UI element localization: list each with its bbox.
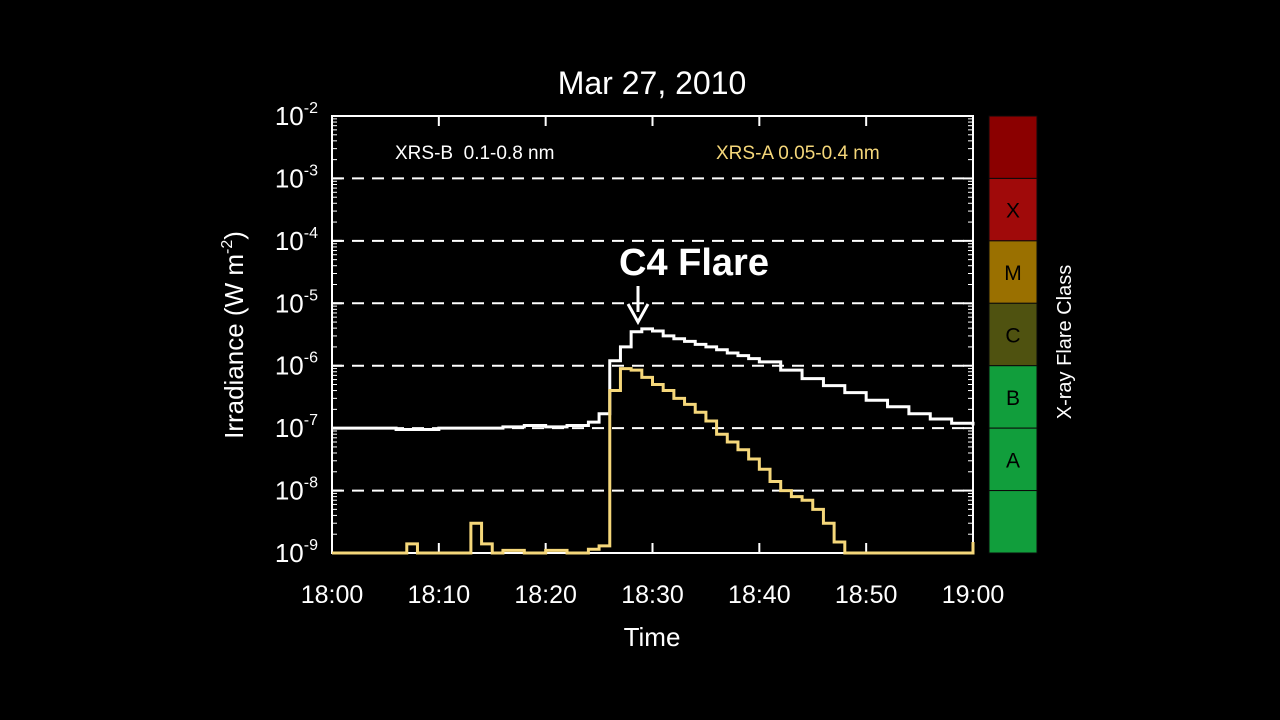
x-tick-label: 18:50 xyxy=(835,581,898,609)
x-tick-label: 18:00 xyxy=(301,581,364,609)
y-tick-label: 10-9 xyxy=(275,537,318,568)
flare-class-band-label: A xyxy=(1006,449,1020,472)
flare-class-label: X-ray Flare Class xyxy=(1054,265,1076,419)
flare-class-band-label: X xyxy=(1006,200,1020,223)
y-tick-label: 10-6 xyxy=(275,350,318,381)
flare-annotation: C4 Flare xyxy=(619,242,769,284)
x-axis: 18:00 18:10 18:20 18:30 18:40 18:50 19:00 xyxy=(301,116,1005,609)
y-tick-label: 10-3 xyxy=(275,162,318,193)
flare-class-band-label: C xyxy=(1005,325,1020,348)
series-line-xrs-b xyxy=(332,327,975,432)
flare-class-band xyxy=(988,302,1038,367)
y-axis-label: Irradiance (W m-2) xyxy=(219,231,249,439)
plot-frame xyxy=(331,115,974,554)
y-tick-label: 10-7 xyxy=(275,412,318,443)
y-tick-label: 10-8 xyxy=(275,475,318,506)
x-tick-label: 19:00 xyxy=(942,581,1005,609)
x-axis-label: Time xyxy=(624,622,681,652)
legend-xrs-a: XRS-A 0.05-0.4 nm xyxy=(716,143,880,164)
chart-title: Mar 27, 2010 xyxy=(558,65,747,101)
y-tick-label: 10-4 xyxy=(275,225,318,256)
grid xyxy=(332,115,973,554)
flare-class-band-label: M xyxy=(1004,262,1022,285)
flare-class-band xyxy=(988,177,1038,242)
flare-class-band xyxy=(988,427,1038,492)
legend-xrs-b: XRS-B 0.1-0.8 nm xyxy=(395,143,554,164)
series-group xyxy=(332,327,975,555)
y-axis: 10-2 10-3 10-4 10-5 10-6 10-7 10-8 10-9 xyxy=(275,100,318,568)
y-tick-label: 10-2 xyxy=(275,100,318,131)
series-line-xrs-a xyxy=(332,367,975,555)
x-tick-label: 18:10 xyxy=(408,581,471,609)
flare-class-band xyxy=(988,115,1038,179)
x-tick-label: 18:40 xyxy=(728,581,791,609)
flare-class-band-label: B xyxy=(1006,387,1020,410)
flare-class-band xyxy=(988,365,1038,429)
flare-class-band xyxy=(988,490,1038,554)
y-tick-label: 10-5 xyxy=(275,287,318,318)
flare-class-bar: X M C B A xyxy=(988,115,1038,554)
flare-arrow-icon xyxy=(626,286,650,326)
x-tick-label: 18:30 xyxy=(621,581,684,609)
x-tick-label: 18:20 xyxy=(514,581,577,609)
